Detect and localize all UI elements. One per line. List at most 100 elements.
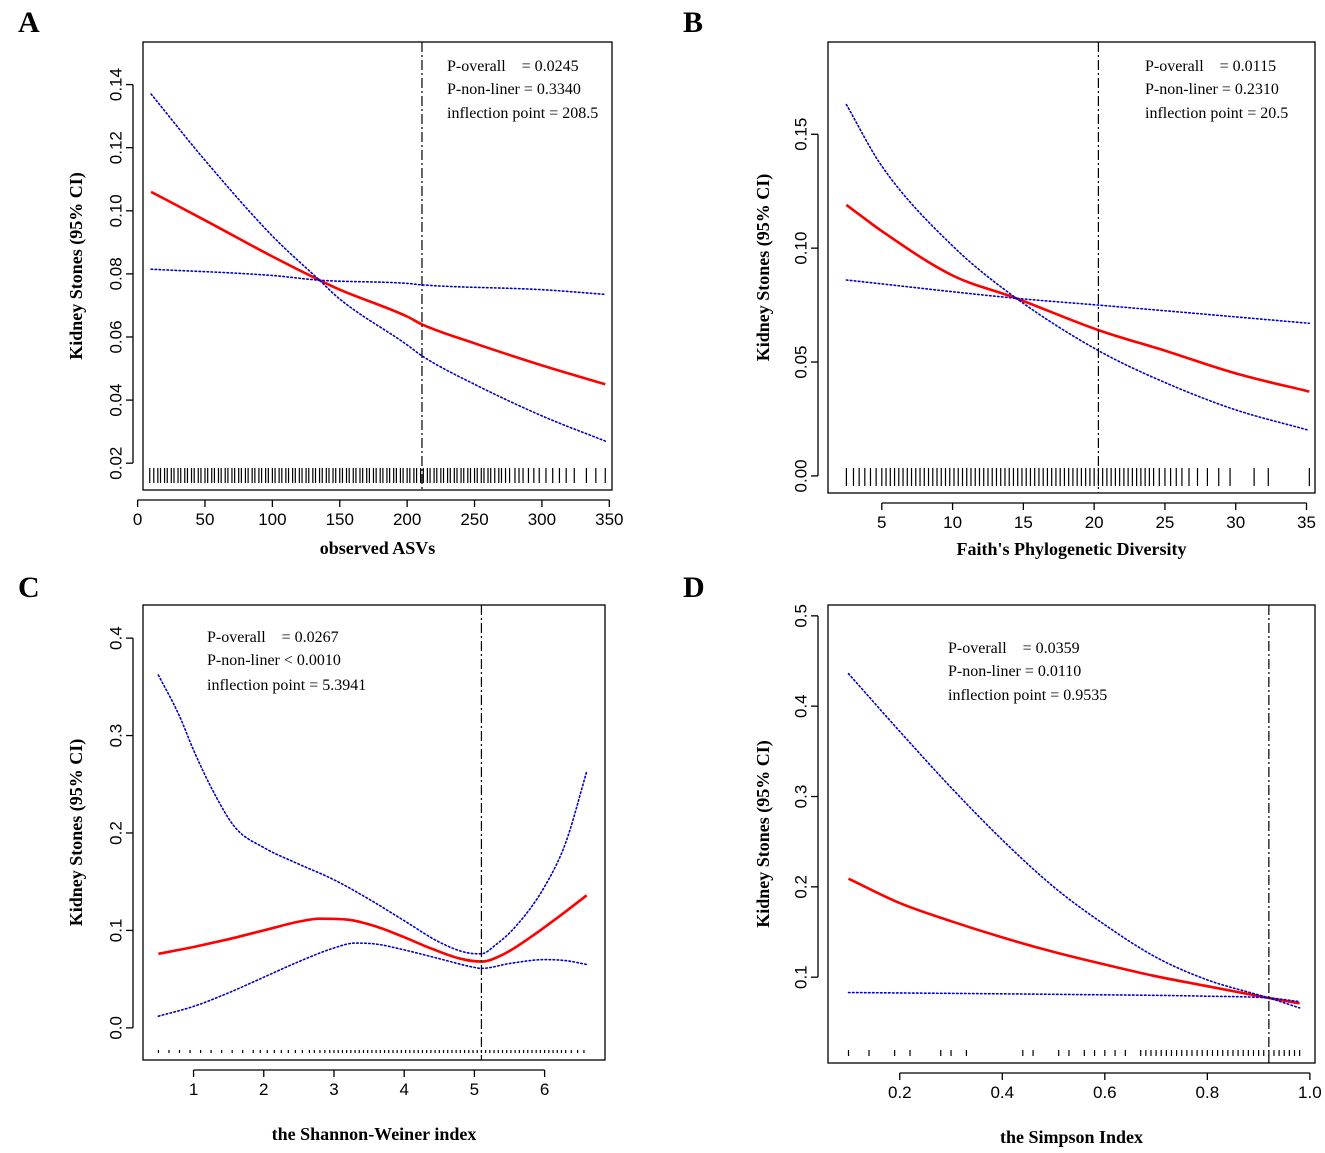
upper-ci-line [845, 103, 1311, 432]
x-tick-label: 0.6 [1093, 1083, 1117, 1102]
x-tick-label: 15 [1014, 513, 1033, 532]
plot-frame [142, 41, 613, 491]
annotation-text: P-non-liner = 0.3340 [447, 81, 581, 98]
y-tick-label: 0.2 [106, 821, 125, 845]
lower-ci-line [150, 268, 607, 296]
x-axis: 5 10 15 20 25 30 35 [877, 502, 1316, 532]
y-axis-title: Kidney Stones (95% CI) [66, 172, 87, 360]
y-tick-label: 0.4 [107, 626, 126, 650]
x-tick-label: 4 [399, 1080, 408, 1099]
x-axis-title: the Simpson Index [1000, 1127, 1143, 1147]
panel-letter: C [18, 571, 40, 604]
x-tick-label: 0.8 [1196, 1083, 1220, 1102]
y-tick-label: 0.2 [792, 875, 811, 899]
y-tick-label: 0.05 [792, 345, 811, 378]
x-axis-title: Faith's Phylogenetic Diversity [957, 539, 1187, 559]
estimate-line [845, 203, 1310, 393]
panel-letter: D [683, 571, 705, 604]
x-tick-label: 3 [329, 1080, 338, 1099]
estimate-line [847, 877, 1300, 1005]
panel-a: A0 50 100 150 200 250 300 3500.020.040.060.080.… [18, 6, 623, 558]
rug-marks [847, 1050, 1301, 1056]
annotation-text: inflection point = 20.5 [1145, 105, 1288, 122]
x-tick-label: 25 [1155, 513, 1174, 532]
panel-letter: B [683, 6, 703, 39]
annotation-text: P-overall = 0.0359 [948, 640, 1080, 657]
x-tick-label: 250 [460, 510, 488, 529]
annotation-text: P-overall = 0.0115 [1145, 58, 1276, 75]
y-tick-label: 0.04 [107, 384, 126, 417]
x-tick-label: 5 [470, 1080, 479, 1099]
y-tick-label: 0.3 [792, 785, 811, 809]
x-axis: 0.2 0.4 0.6 0.8 1.0 [888, 1072, 1322, 1102]
rug-marks [149, 468, 606, 483]
x-tick-label: 50 [196, 510, 215, 529]
x-tick-label: 30 [1226, 513, 1245, 532]
upper-ci-line [847, 672, 1301, 1009]
annotation-text: P-non-liner = 0.0110 [948, 663, 1081, 680]
x-tick-label: 0.2 [888, 1083, 912, 1102]
y-tick-label: 0.00 [792, 459, 811, 492]
lower-ci-line [847, 991, 1301, 1003]
annotation-text: P-non-liner < 0.0010 [207, 652, 341, 669]
plot-frame [827, 41, 1316, 494]
y-axis: 0.0 0.1 0.2 0.3 0.4 [106, 626, 134, 1040]
y-tick-label: 0.4 [792, 694, 811, 718]
y-tick-label: 0.1 [792, 965, 811, 989]
panel-c: C 1 2 3 4 5 6 0.0 0.1 0.2 0.3 0.4 the Shannon-Weiner… [18, 571, 606, 1144]
x-tick-label: 35 [1297, 513, 1316, 532]
annotation-text: inflection point = 0.9535 [948, 687, 1107, 704]
panel-letter: A [18, 6, 40, 39]
y-tick-label: 0.15 [792, 118, 811, 151]
y-tick-label: 0.5 [792, 604, 811, 628]
y-tick-label: 0.08 [107, 257, 126, 290]
x-tick-label: 150 [326, 510, 354, 529]
y-axis: 0.02 0.04 0.06 0.08 0.10 0.12 0.14 [107, 68, 134, 480]
plot-frame [827, 604, 1316, 1064]
y-axis: 0.00 0.05 0.10 0.15 [792, 118, 819, 492]
estimate-line [150, 190, 606, 386]
y-tick-label: 0.12 [107, 131, 126, 164]
x-tick-label: 100 [258, 510, 286, 529]
x-tick-label: 0 [133, 510, 142, 529]
x-tick-label: 0.4 [990, 1083, 1014, 1102]
y-tick-label: 0.14 [107, 68, 126, 101]
y-tick-label: 0.10 [107, 194, 126, 227]
x-tick-label: 2 [259, 1080, 268, 1099]
estimate-line [158, 894, 588, 963]
rug-marks [157, 1050, 585, 1053]
x-axis: 0 50 100 150 200 250 300 350 [133, 499, 623, 529]
x-axis-title: observed ASVs [320, 538, 436, 558]
y-tick-label: 0.06 [107, 320, 126, 353]
x-axis: 1 2 3 4 5 6 [189, 1069, 549, 1099]
x-tick-label: 5 [877, 513, 886, 532]
upper-ci-line [157, 674, 588, 955]
x-axis-title: the Shannon-Weiner index [272, 1124, 477, 1144]
y-tick-label: 0.10 [792, 232, 811, 265]
rug-marks [845, 468, 1310, 486]
annotation-text: P-overall = 0.0245 [447, 58, 579, 75]
y-tick-label: 0.02 [107, 447, 126, 480]
x-tick-label: 1 [189, 1080, 198, 1099]
annotation-text: P-overall = 0.0267 [207, 629, 339, 646]
panel-b: B 5 10 15 20 25 30 35 0.00 0.05 0.10 0.15 Faith's Ph… [683, 6, 1316, 559]
x-tick-label: 200 [393, 510, 421, 529]
x-tick-label: 300 [528, 510, 556, 529]
x-tick-label: 10 [943, 513, 962, 532]
annotation-text: P-non-liner = 0.2310 [1145, 81, 1279, 98]
panel-d: D 0.2 0.4 0.6 0.8 1.0 0.1 0.2 0.3 0.4 0.5 the Simps… [683, 571, 1322, 1147]
y-tick-label: 0.1 [107, 919, 126, 943]
y-axis-title: Kidney Stones (95% CI) [66, 739, 87, 927]
x-tick-label: 350 [595, 510, 623, 529]
x-tick-label: 1.0 [1298, 1083, 1322, 1102]
annotation-text: inflection point = 5.3941 [207, 677, 366, 694]
upper-ci-line [150, 93, 607, 442]
y-axis-title: Kidney Stones (95% CI) [753, 740, 774, 928]
plot-frame [142, 604, 606, 1061]
lower-ci-line [157, 942, 588, 1017]
y-tick-label: 0.0 [107, 1016, 126, 1040]
y-axis-title: Kidney Stones (95% CI) [753, 174, 774, 362]
x-tick-label: 20 [1085, 513, 1104, 532]
x-tick-label: 6 [540, 1080, 549, 1099]
